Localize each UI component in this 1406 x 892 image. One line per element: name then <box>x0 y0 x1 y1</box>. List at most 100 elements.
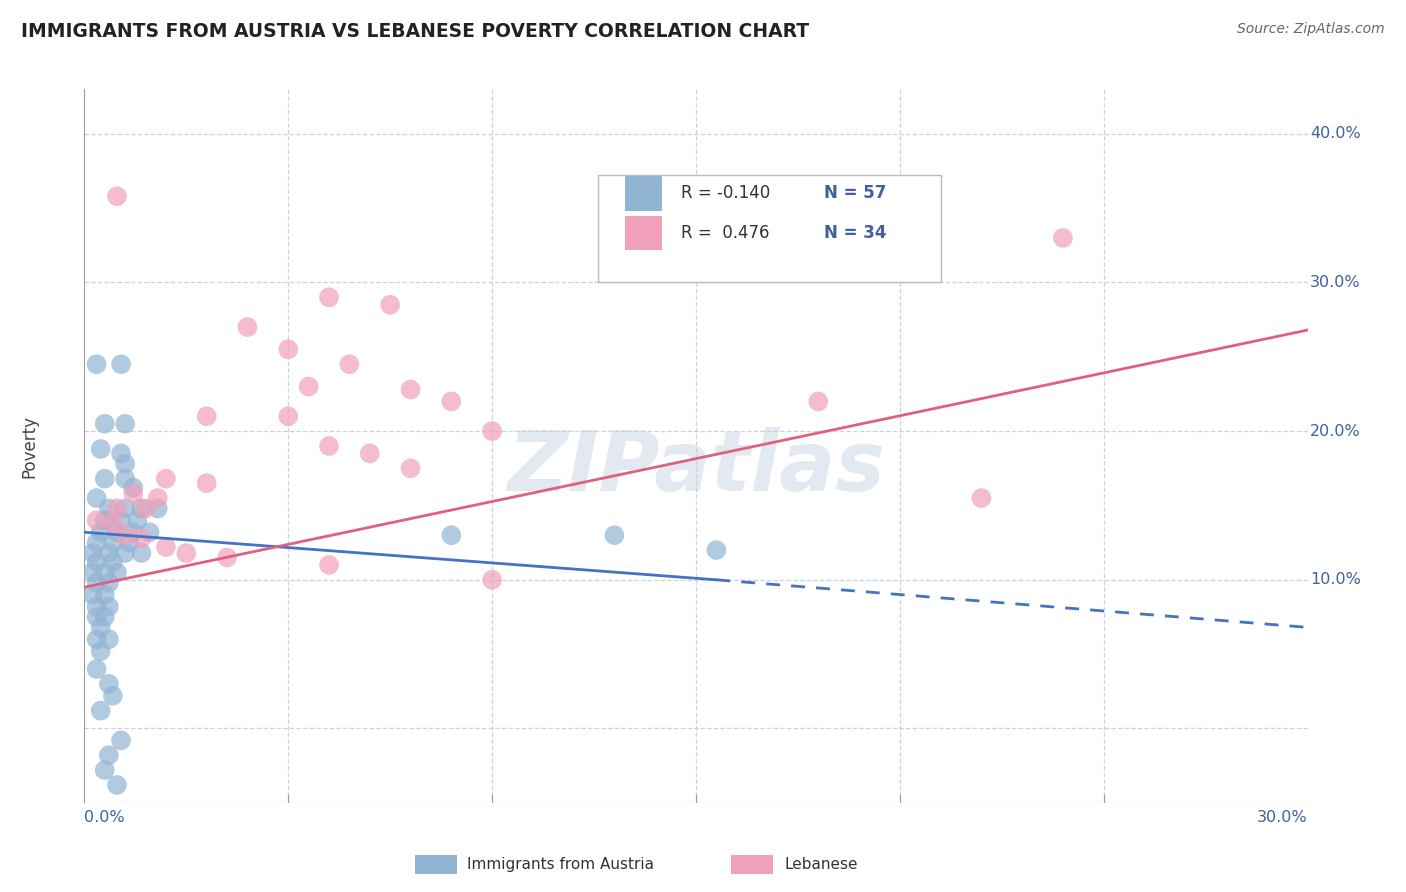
Point <box>339 357 360 371</box>
Point <box>174 546 197 560</box>
Text: 30.0%: 30.0% <box>1257 810 1308 825</box>
Point <box>93 417 115 431</box>
Point <box>122 481 145 495</box>
Point <box>114 501 136 516</box>
Point <box>90 704 112 718</box>
Point <box>110 446 132 460</box>
Point <box>236 320 259 334</box>
Point <box>146 501 169 516</box>
Point <box>807 394 830 409</box>
Point <box>101 689 124 703</box>
Point <box>704 543 728 558</box>
Point <box>440 394 463 409</box>
Point <box>86 610 108 624</box>
Point <box>146 491 169 505</box>
Point <box>970 491 993 505</box>
Point <box>97 501 120 516</box>
Point <box>97 748 120 763</box>
Point <box>380 298 402 312</box>
Point <box>101 555 124 569</box>
Point <box>399 461 422 475</box>
Point <box>122 486 145 500</box>
Point <box>131 546 153 560</box>
Point <box>138 525 160 540</box>
Point <box>105 525 128 540</box>
Point <box>86 632 108 647</box>
Point <box>195 476 218 491</box>
Point <box>118 535 141 549</box>
Point <box>114 546 136 560</box>
Text: 20.0%: 20.0% <box>1310 424 1361 439</box>
Point <box>131 531 153 545</box>
Point <box>93 566 115 580</box>
Point <box>122 525 145 540</box>
Point <box>93 588 115 602</box>
Text: R = -0.140: R = -0.140 <box>682 185 770 202</box>
Point <box>155 472 177 486</box>
Point <box>93 472 115 486</box>
Text: R =  0.476: R = 0.476 <box>682 225 770 243</box>
Point <box>101 516 124 531</box>
Point <box>105 189 128 203</box>
Point <box>481 573 503 587</box>
Point <box>318 290 340 304</box>
Point <box>86 357 108 371</box>
Point <box>277 409 299 424</box>
Point <box>155 540 177 554</box>
Point <box>86 575 108 590</box>
Point <box>93 763 115 777</box>
Point <box>318 439 340 453</box>
Text: Poverty: Poverty <box>20 415 38 477</box>
Point <box>93 513 115 527</box>
Point <box>114 417 136 431</box>
Point <box>105 778 128 792</box>
Bar <box>626 177 662 211</box>
Text: ZIPatlas: ZIPatlas <box>508 427 884 508</box>
Point <box>131 501 153 516</box>
Point <box>603 528 626 542</box>
Point <box>114 472 136 486</box>
Point <box>101 535 124 549</box>
Text: N = 34: N = 34 <box>824 225 887 243</box>
Text: 0.0%: 0.0% <box>84 810 125 825</box>
Point <box>86 535 108 549</box>
Point <box>1052 231 1074 245</box>
Point <box>105 566 128 580</box>
Text: 40.0%: 40.0% <box>1310 127 1361 141</box>
Point <box>86 662 108 676</box>
Point <box>110 513 132 527</box>
Point <box>114 528 136 542</box>
Point <box>440 528 463 542</box>
Point <box>97 632 120 647</box>
Point <box>82 588 104 602</box>
Point <box>318 558 340 572</box>
Point <box>298 379 321 393</box>
Point <box>90 620 112 634</box>
Text: Lebanese: Lebanese <box>785 857 858 871</box>
Point <box>399 383 422 397</box>
Point <box>90 525 112 540</box>
Text: 30.0%: 30.0% <box>1310 275 1361 290</box>
Point <box>105 501 128 516</box>
FancyBboxPatch shape <box>598 175 941 282</box>
Point <box>97 677 120 691</box>
Point <box>97 575 120 590</box>
Point <box>110 733 132 747</box>
Point <box>82 546 104 560</box>
Point <box>359 446 381 460</box>
Text: Immigrants from Austria: Immigrants from Austria <box>467 857 654 871</box>
Point <box>110 357 132 371</box>
Point <box>97 546 120 560</box>
Text: IMMIGRANTS FROM AUSTRIA VS LEBANESE POVERTY CORRELATION CHART: IMMIGRANTS FROM AUSTRIA VS LEBANESE POVE… <box>21 22 810 41</box>
Point <box>127 513 149 527</box>
Point <box>277 343 299 357</box>
Text: N = 57: N = 57 <box>824 185 887 202</box>
Point <box>135 501 157 516</box>
Point <box>90 442 112 456</box>
Point <box>114 457 136 471</box>
Point <box>86 513 108 527</box>
Point <box>195 409 218 424</box>
Point <box>90 644 112 658</box>
Point <box>86 491 108 505</box>
Point <box>97 599 120 614</box>
